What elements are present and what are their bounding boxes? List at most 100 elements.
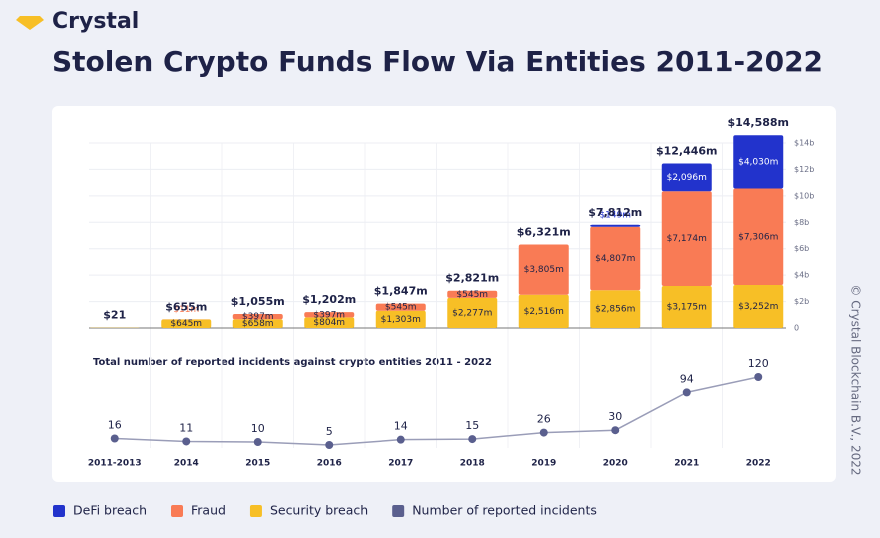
- segment-label: $149m: [599, 210, 631, 220]
- legend-label: Number of reported incidents: [412, 503, 597, 518]
- incident-label: 10: [251, 422, 265, 435]
- incident-point: [754, 373, 763, 381]
- x-tick-label: 2014: [174, 459, 199, 469]
- incident-point: [396, 435, 405, 444]
- bar-segment: [661, 286, 712, 328]
- segment-label: $397m: [242, 312, 274, 322]
- y-tick-label: $2b: [794, 297, 809, 306]
- total-label: $7,812m: [588, 206, 642, 219]
- y-tick-label: $14b: [794, 139, 814, 148]
- incident-label: 26: [537, 413, 551, 426]
- incident-point: [253, 438, 262, 447]
- x-tick-label: 2019: [531, 459, 556, 469]
- bar-segment: [733, 135, 784, 189]
- bar-segment: [232, 319, 283, 328]
- bar-segment: [590, 290, 641, 328]
- bar-segment: [733, 188, 784, 286]
- segment-label: $2,516m: [524, 307, 564, 317]
- copyright: © Crystal Blockchain B.V., 2022: [849, 284, 863, 475]
- segment-label: $11m: [173, 305, 199, 315]
- incident-label: 120: [748, 357, 769, 370]
- y-tick-label: $8b: [794, 218, 809, 227]
- bar-segment: [304, 317, 355, 328]
- incident-label: 11: [179, 421, 193, 434]
- segment-label: $2,096m: [667, 173, 707, 183]
- incident-line: [114, 376, 759, 446]
- bar-segment: [447, 297, 498, 328]
- legend-swatch: [249, 505, 262, 517]
- segment-label: $2,856m: [595, 305, 635, 315]
- legend-swatch: [392, 505, 405, 517]
- incident-point: [110, 434, 119, 443]
- x-tick-label: 2022: [746, 459, 771, 469]
- bar-segment: [161, 319, 212, 328]
- bar-segment: [447, 290, 498, 298]
- segment-label: $3,252m: [738, 302, 778, 312]
- legend-label: DeFi breach: [73, 503, 147, 518]
- y-tick-label: $12b: [794, 165, 814, 174]
- x-tick-label: 2021: [674, 459, 699, 469]
- segment-label: $658m: [242, 319, 274, 329]
- segment-label: $3,805m: [524, 265, 564, 275]
- segment-label: $3,175m: [667, 303, 707, 313]
- chart-card: [52, 106, 836, 482]
- incident-point: [325, 441, 334, 449]
- bar-segment: [375, 310, 426, 328]
- incident-point: [611, 426, 620, 435]
- segment-label: $645m: [170, 319, 202, 329]
- x-tick-label: 2016: [317, 459, 342, 469]
- y-tick-label: $4b: [794, 271, 809, 280]
- segment-label: $545m: [385, 303, 417, 313]
- y-tick-label: $6b: [794, 244, 809, 253]
- y-tick-label: $10b: [794, 191, 814, 200]
- total-label: $14,588m: [727, 116, 789, 129]
- segment-label: $4,807m: [595, 254, 635, 264]
- legend-swatch: [171, 505, 183, 517]
- incident-label: 15: [465, 419, 479, 432]
- total-label: $2,821m: [445, 272, 499, 285]
- line-chart-title: Total number of reported incidents again…: [93, 357, 492, 368]
- bar-segment: [590, 224, 641, 227]
- incident-label: 14: [394, 420, 408, 433]
- x-tick-label: 2015: [245, 459, 270, 469]
- y-tick-label: 0: [794, 324, 799, 333]
- incident-point: [182, 437, 191, 446]
- bar-segment: [661, 163, 712, 192]
- legend-swatch: [53, 505, 65, 517]
- total-label: $12,446m: [656, 145, 718, 158]
- bar-segment: [304, 312, 355, 318]
- segment-label: $804m: [313, 318, 345, 328]
- bar-segment: [375, 303, 426, 311]
- incident-label: 16: [108, 418, 122, 431]
- total-label: $21: [103, 309, 126, 322]
- total-label: $655m: [165, 300, 207, 313]
- segment-label: $545m: [456, 290, 488, 300]
- x-tick-label: 2020: [603, 459, 628, 469]
- brand-logo: [16, 16, 44, 30]
- total-label: $6,321m: [517, 225, 571, 238]
- segment-label: $4,030m: [738, 157, 778, 167]
- segment-label: $1,303m: [381, 315, 421, 325]
- segment-label: $7,306m: [738, 232, 778, 242]
- segment-label: $397m: [313, 310, 345, 320]
- bar-segment: [518, 244, 569, 295]
- total-label: $1,202m: [302, 293, 356, 306]
- x-tick-label: 2018: [460, 459, 485, 469]
- bar-segment: [518, 294, 569, 328]
- incident-point: [468, 435, 477, 444]
- total-label: $1,055m: [231, 295, 285, 308]
- bar-segment: [733, 285, 784, 328]
- total-label: $1,847m: [374, 285, 428, 298]
- x-tick-label: 2017: [388, 459, 413, 469]
- bar-segment: [232, 314, 283, 320]
- segment-label: $2,277m: [452, 308, 492, 318]
- incident-label: 30: [608, 410, 622, 423]
- legend-label: Security breach: [270, 503, 368, 518]
- bar-segment: [590, 226, 641, 291]
- x-tick-label: 2011-2013: [88, 459, 142, 469]
- legend-label: Fraud: [191, 503, 226, 518]
- incident-point: [539, 428, 548, 437]
- page-title: Stolen Crypto Funds Flow Via Entities 20…: [52, 45, 823, 78]
